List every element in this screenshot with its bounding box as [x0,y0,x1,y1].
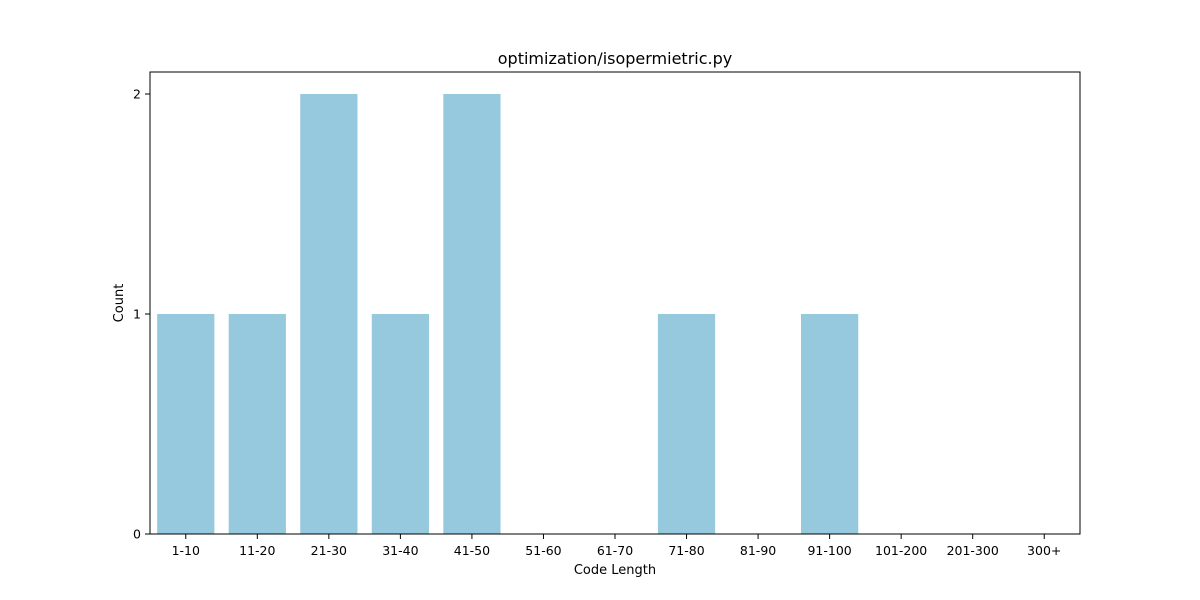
y-tick-label: 2 [133,87,141,102]
x-tick-label: 81-90 [740,543,776,558]
x-tick-label: 21-30 [311,543,347,558]
x-axis-label: Code Length [574,563,656,578]
bar-21-30 [300,94,358,534]
x-tick-label: 51-60 [525,543,561,558]
chart-title: optimization/isopermietric.py [498,49,732,68]
x-tick-label: 61-70 [597,543,633,558]
bar-11-20 [228,314,286,534]
plot-frame [149,71,1081,535]
bar-91-100 [801,314,859,534]
x-tick-label: 91-100 [807,543,851,558]
x-tick-label: 1-10 [172,543,200,558]
bars-layer [157,94,859,534]
x-tick-label: 31-40 [382,543,418,558]
y-axis-label: Count [112,284,127,323]
x-tick-label: 300+ [1027,543,1061,558]
x-tick-label: 101-200 [875,543,927,558]
bar-1-10 [157,314,215,534]
bar-31-40 [371,314,429,534]
y-tick-label: 1 [133,307,141,322]
x-tick-label: 41-50 [454,543,490,558]
x-tick-label: 201-300 [947,543,999,558]
x-tick-label: 71-80 [668,543,704,558]
bar-71-80 [657,314,716,534]
y-tick-label: 0 [133,527,141,542]
x-tick-label: 11-20 [239,543,275,558]
bar-41-50 [443,94,501,534]
ticks-layer: 1-10 11-20 21-30 31-40 41-50 51-60 61-70 71-80 8… [133,87,1061,559]
